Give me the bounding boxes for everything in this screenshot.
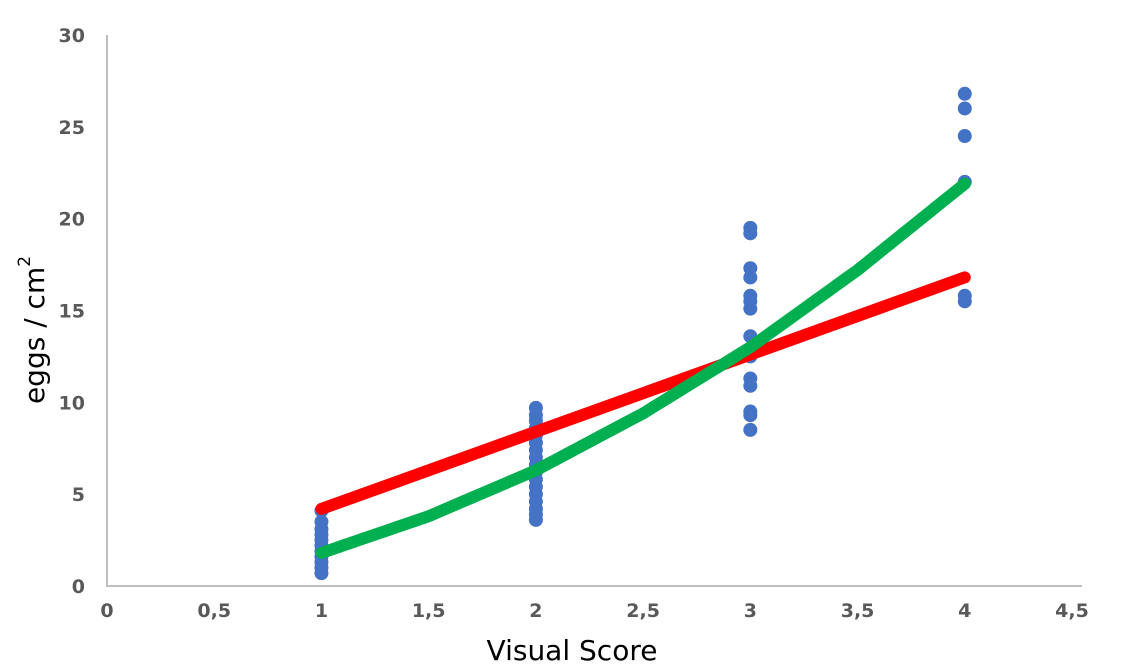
- data-point: [957, 129, 972, 144]
- data-point: [743, 220, 758, 235]
- x-axis-ticks: 0 0,5 1 1,5 2 2,5 3 3,5 4 4,5: [100, 600, 1088, 622]
- x-tick-label: 1,5: [412, 600, 446, 622]
- data-point: [957, 101, 972, 116]
- y-tick-label: 5: [72, 484, 85, 506]
- y-axis-title-group: eggs / cm2: [15, 256, 51, 404]
- y-axis-ticks: 0 5 10 15 20 25 30: [59, 25, 85, 598]
- x-tick-label: 0,5: [197, 600, 231, 622]
- y-tick-label: 0: [72, 576, 85, 598]
- x-tick-label: 1: [315, 600, 328, 622]
- plot-area: [314, 86, 972, 581]
- data-point: [743, 371, 758, 386]
- data-point: [314, 514, 329, 529]
- y-tick-label: 30: [59, 25, 85, 47]
- y-tick-label: 20: [59, 209, 85, 231]
- y-tick-label: 10: [59, 392, 85, 414]
- data-point: [743, 288, 758, 303]
- x-axis-title: Visual Score: [487, 634, 658, 667]
- scatter-series: [314, 86, 972, 581]
- y-axis-title: eggs / cm2: [15, 256, 51, 404]
- y-tick-label: 25: [59, 117, 85, 139]
- x-tick-label: 2,5: [626, 600, 660, 622]
- x-tick-label: 4: [958, 600, 971, 622]
- data-point: [743, 422, 758, 437]
- data-point: [743, 261, 758, 276]
- linear-fit-line: [315, 271, 971, 515]
- x-tick-label: 3,5: [841, 600, 875, 622]
- data-point: [743, 404, 758, 419]
- data-point: [957, 288, 972, 303]
- data-point: [528, 400, 543, 415]
- x-tick-label: 0: [100, 600, 113, 622]
- y-tick-label: 15: [59, 301, 85, 323]
- x-tick-label: 4,5: [1055, 600, 1089, 622]
- curved-fit-line: [315, 177, 971, 559]
- x-tick-label: 2: [529, 600, 542, 622]
- data-point: [957, 86, 972, 101]
- x-tick-label: 3: [744, 600, 757, 622]
